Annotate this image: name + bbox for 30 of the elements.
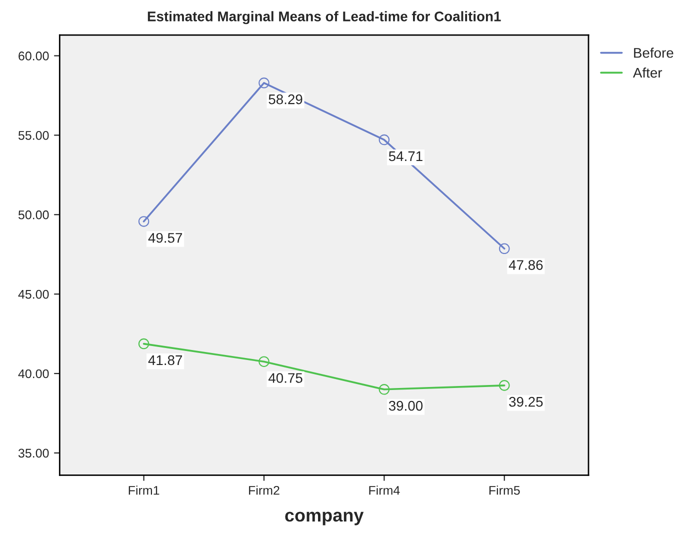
x-tick-label: Firm4 [369,486,400,495]
point [498,243,510,254]
data-label: 41.87 [148,355,182,366]
chart-title: Estimated Marginal Means of Lead-time for Coalition1 [148,11,501,24]
legend-label: After [632,68,662,78]
y-tick-label: 45.00 [18,290,49,299]
x-axis-title: company [285,512,364,526]
data-label: 58.29 [268,94,302,104]
x-tick-label: Firm5 [489,486,520,495]
data-label: 47.86 [508,260,543,270]
point [138,216,150,227]
y-tick-label: 50.00 [18,210,49,220]
x-tick-label: Firm1 [128,486,160,495]
point [498,380,510,391]
point [378,134,390,146]
y-tick-label: 35.00 [18,448,49,458]
data-label: 39.25 [509,396,543,407]
data-label: 49.57 [148,232,182,243]
data-label: 40.75 [268,373,302,383]
data-label: 39.00 [388,400,423,411]
y-tick-label: 60.00 [18,52,49,60]
point [258,356,270,367]
y-tick-label: 55.00 [18,130,49,140]
legend-label: Before [634,48,674,58]
x-tick-label: Firm2 [249,486,280,495]
data-label: 54.71 [388,151,422,162]
point [258,78,270,88]
y-tick-label: 40.00 [18,369,49,378]
point [138,338,150,350]
point [378,384,390,395]
